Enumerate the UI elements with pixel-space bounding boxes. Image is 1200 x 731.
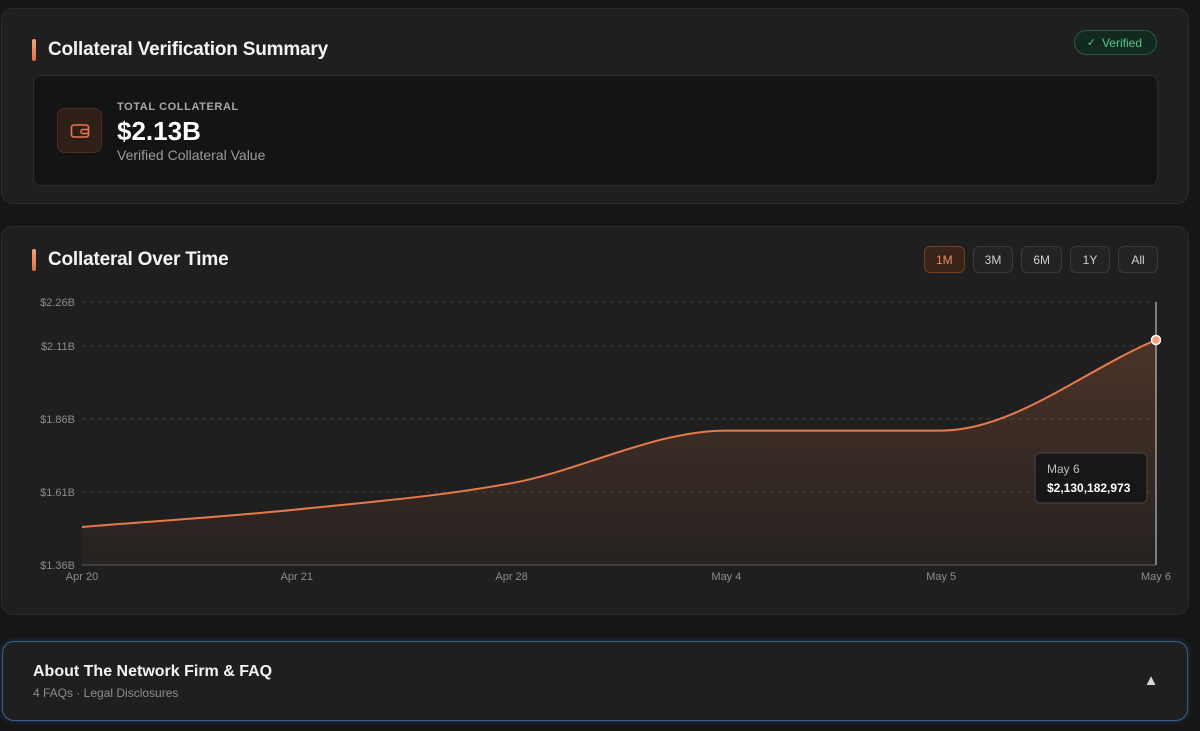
x-tick-label: May 6 <box>1141 571 1171 583</box>
verified-label: Verified <box>1101 35 1142 50</box>
x-tick-label: Apr 28 <box>495 571 527 583</box>
range-button-all[interactable]: All <box>1118 246 1158 273</box>
chart-tooltip: May 6 $2,130,182,973 <box>1034 452 1148 504</box>
y-tick-label: $1.36B <box>40 560 75 572</box>
series-line <box>81 339 1157 529</box>
x-tick-label: Apr 20 <box>66 571 98 583</box>
total-collateral-label: TOTAL COLLATERAL <box>117 101 239 113</box>
accent-bar <box>32 39 36 61</box>
y-tick-label: $2.26B <box>40 297 75 309</box>
summary-header: Collateral Verification Summary <box>32 39 328 61</box>
chart-title: Collateral Over Time <box>48 249 229 270</box>
range-button-3m[interactable]: 3M <box>972 246 1014 273</box>
range-button-1m[interactable]: 1M <box>923 246 965 273</box>
faq-accordion[interactable]: About The Network Firm & FAQ 4 FAQs · Le… <box>2 641 1188 721</box>
y-tick-label: $1.86B <box>40 414 75 426</box>
summary-title: Collateral Verification Summary <box>48 39 328 60</box>
total-collateral-box: TOTAL COLLATERAL $2.13B Verified Collate… <box>33 75 1158 186</box>
y-tick-label: $2.11B <box>41 341 75 353</box>
total-collateral-value: $2.13B <box>117 116 201 146</box>
accent-bar <box>32 249 36 271</box>
triangle-up-icon[interactable]: ▲ <box>1143 671 1159 689</box>
faq-subtitle: 4 FAQs · Legal Disclosures <box>33 686 179 700</box>
verified-badge: ✓ Verified <box>1073 30 1157 55</box>
time-range-selector: 1M 3M 6M 1Y All <box>923 246 1158 273</box>
faq-title: About The Network Firm & FAQ <box>33 663 273 680</box>
check-icon: ✓ <box>1086 37 1096 49</box>
wallet-icon <box>57 108 102 153</box>
range-button-1y[interactable]: 1Y <box>1070 246 1110 273</box>
collateral-chart-card: Collateral Over Time 1M 3M 6M 1Y All $1.36B $… <box>1 226 1189 615</box>
tooltip-value: $2,130,182,973 <box>1047 481 1131 495</box>
data-point[interactable] <box>1150 334 1162 346</box>
x-tick-label: May 4 <box>711 571 741 583</box>
tooltip-date: May 6 <box>1047 462 1080 476</box>
x-tick-label: Apr 21 <box>281 571 313 583</box>
total-collateral-subtitle: Verified Collateral Value <box>117 147 266 163</box>
range-button-6m[interactable]: 6M <box>1021 246 1062 273</box>
x-tick-label: May 5 <box>926 571 956 583</box>
collateral-chart: $1.36B $1.61B $1.86B $2.11B $2.26B Apr 20 Apr … <box>40 297 1171 583</box>
y-tick-label: $1.61B <box>40 487 75 499</box>
chart-header: Collateral Over Time <box>32 249 229 271</box>
collateral-summary-card: Collateral Verification Summary ✓ Verifi… <box>1 8 1189 204</box>
